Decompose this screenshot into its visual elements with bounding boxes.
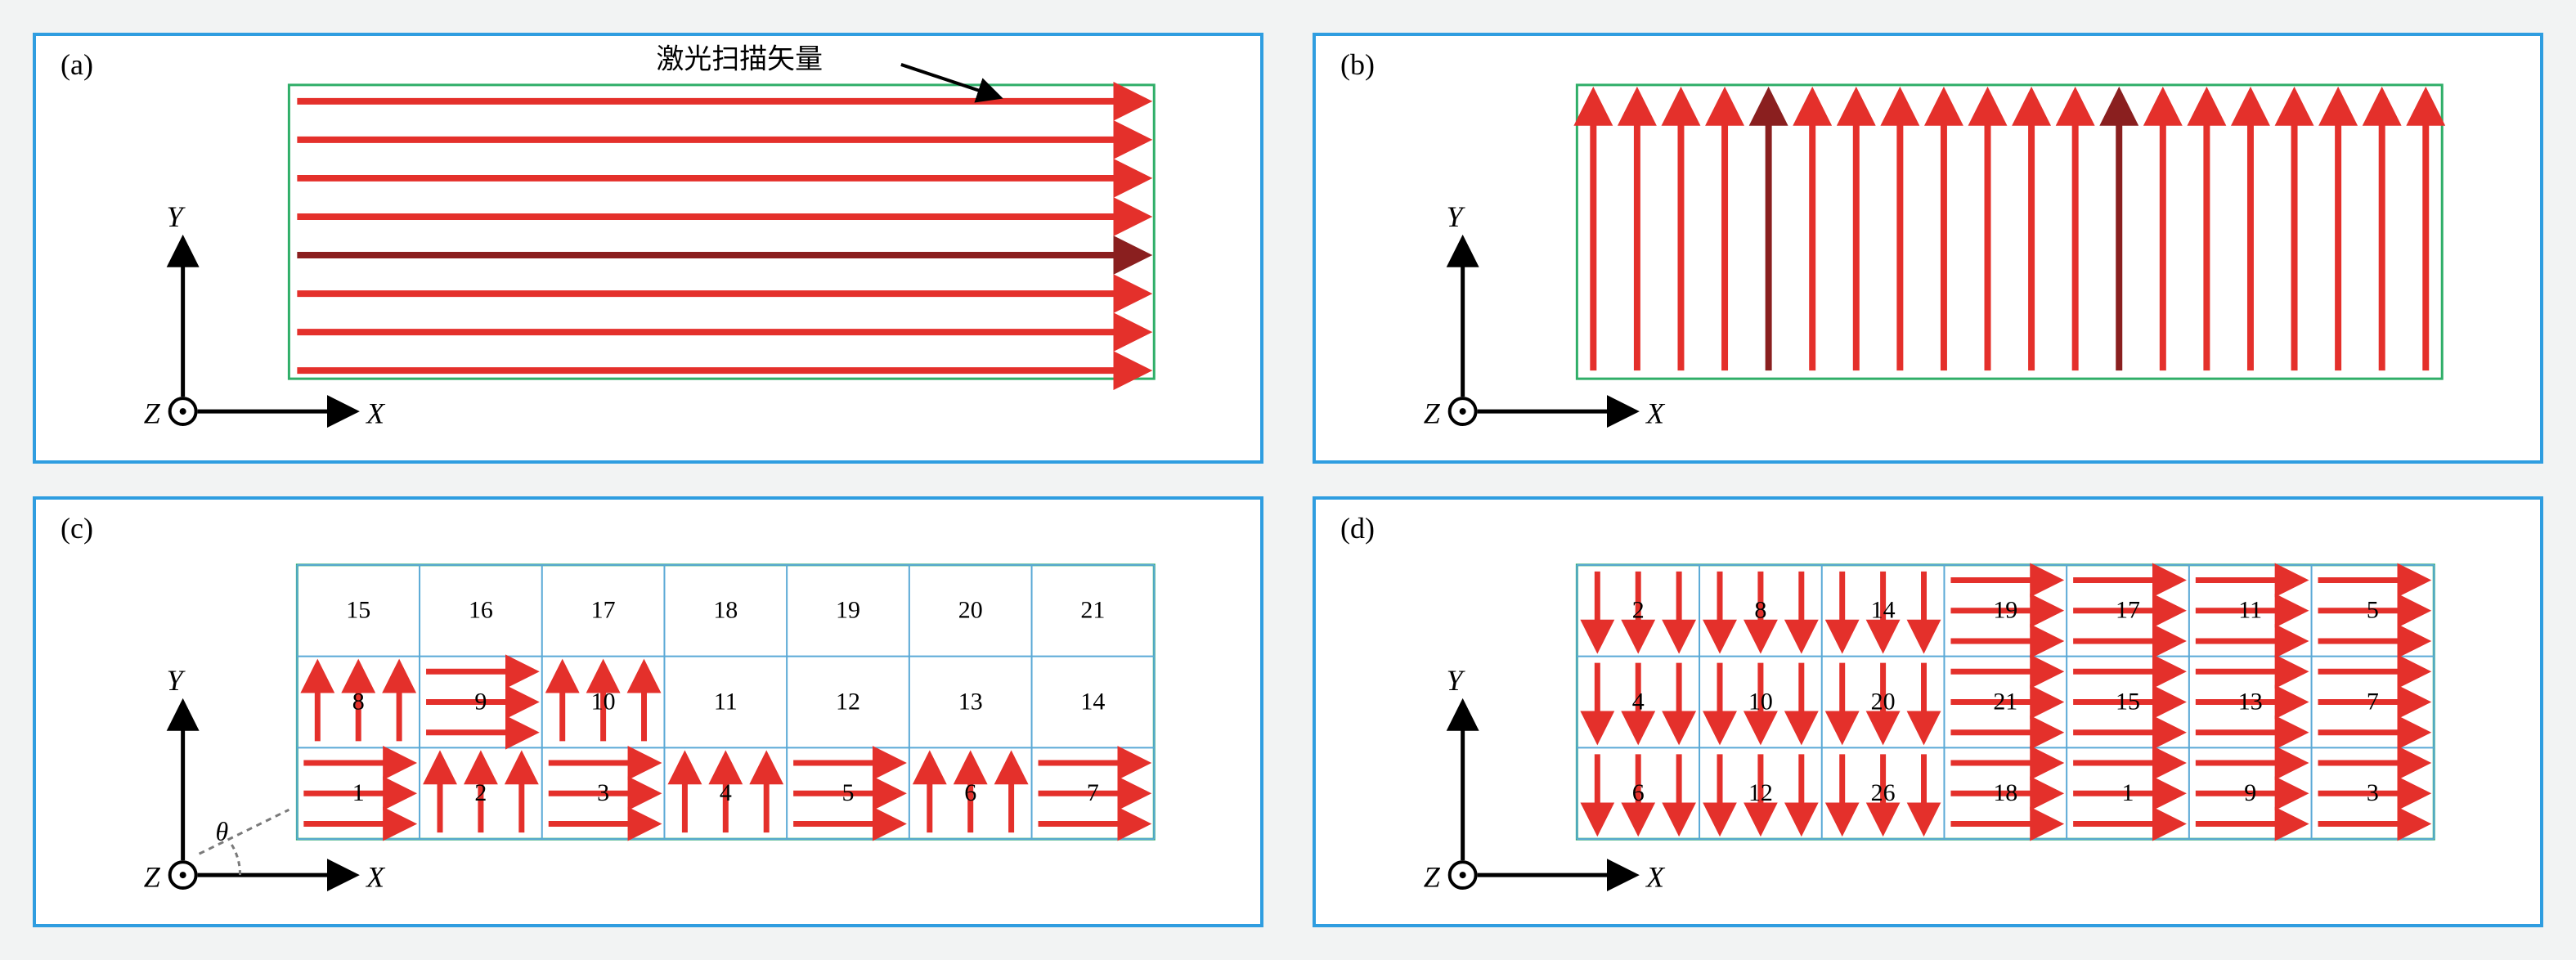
svg-text:5: 5 — [2367, 597, 2379, 624]
svg-text:17: 17 — [591, 597, 616, 624]
svg-text:θ: θ — [216, 817, 229, 846]
svg-text:2: 2 — [474, 779, 487, 806]
svg-text:Z: Z — [1424, 860, 1441, 893]
svg-text:8: 8 — [352, 688, 365, 715]
panel-a: (a) 激光扫描矢量 Z X Y — [33, 33, 1263, 464]
svg-text:6: 6 — [964, 779, 976, 806]
svg-text:X: X — [365, 397, 386, 429]
svg-text:Y: Y — [1447, 664, 1466, 697]
svg-text:8: 8 — [1754, 597, 1766, 624]
svg-text:15: 15 — [2116, 688, 2140, 715]
svg-text:10: 10 — [591, 688, 616, 715]
svg-text:15: 15 — [346, 597, 370, 624]
svg-text:26: 26 — [1871, 779, 1896, 806]
svg-text:13: 13 — [2238, 688, 2263, 715]
svg-text:Y: Y — [167, 200, 186, 233]
panel-label: (d) — [1340, 511, 1375, 545]
svg-text:19: 19 — [836, 597, 860, 624]
svg-text:20: 20 — [1871, 688, 1896, 715]
svg-text:10: 10 — [1748, 688, 1773, 715]
svg-text:21: 21 — [1080, 597, 1105, 624]
svg-text:11: 11 — [2238, 597, 2262, 624]
svg-text:7: 7 — [2367, 688, 2379, 715]
svg-text:12: 12 — [836, 688, 860, 715]
panel-label: (a) — [61, 47, 93, 82]
svg-text:5: 5 — [842, 779, 855, 806]
svg-text:Y: Y — [1447, 200, 1466, 233]
svg-text:13: 13 — [958, 688, 983, 715]
svg-text:3: 3 — [2367, 779, 2379, 806]
svg-text:2: 2 — [1632, 597, 1645, 624]
svg-text:19: 19 — [1993, 597, 2017, 624]
svg-text:4: 4 — [720, 779, 732, 806]
svg-text:12: 12 — [1748, 779, 1773, 806]
panel-label: (b) — [1340, 47, 1375, 82]
svg-text:20: 20 — [958, 597, 983, 624]
svg-text:17: 17 — [2116, 597, 2140, 624]
svg-text:4: 4 — [1632, 688, 1645, 715]
svg-text:Z: Z — [144, 860, 161, 893]
svg-text:14: 14 — [1080, 688, 1105, 715]
svg-text:9: 9 — [474, 688, 487, 715]
panel-d: (d)281419171154102021151376122618193ZXY — [1313, 496, 2543, 927]
panel-c: (c)151617181920218910111213141234567ZXYθ — [33, 496, 1263, 927]
svg-text:14: 14 — [1871, 597, 1896, 624]
svg-text:Z: Z — [1424, 397, 1441, 429]
svg-text:Z: Z — [144, 397, 161, 429]
svg-text:18: 18 — [1993, 779, 2017, 806]
panel-b: (b) Z X Y — [1313, 33, 2543, 464]
svg-text:激光扫描矢量: 激光扫描矢量 — [656, 44, 823, 75]
svg-text:9: 9 — [2244, 779, 2256, 806]
svg-text:6: 6 — [1632, 779, 1645, 806]
svg-text:21: 21 — [1993, 688, 2017, 715]
svg-text:3: 3 — [597, 779, 609, 806]
svg-text:11: 11 — [714, 688, 738, 715]
svg-text:X: X — [1645, 397, 1666, 429]
svg-text:X: X — [1645, 860, 1666, 893]
panel-label: (c) — [61, 511, 93, 545]
svg-text:Y: Y — [167, 664, 186, 697]
svg-text:X: X — [365, 860, 386, 893]
svg-text:1: 1 — [2122, 779, 2134, 806]
svg-text:1: 1 — [352, 779, 365, 806]
svg-text:7: 7 — [1087, 779, 1099, 806]
svg-text:16: 16 — [469, 597, 493, 624]
svg-text:18: 18 — [713, 597, 738, 624]
